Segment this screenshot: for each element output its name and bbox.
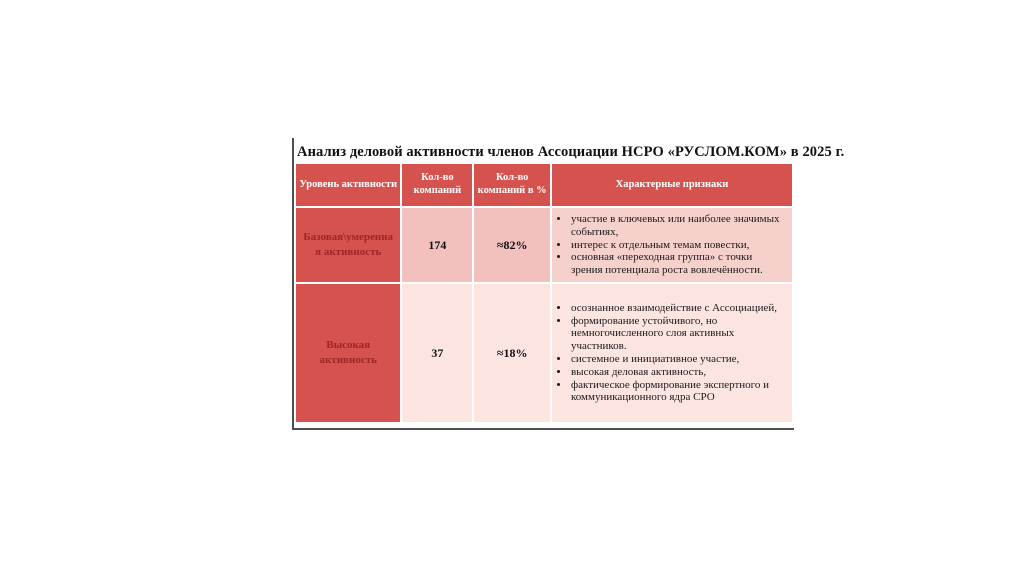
table-row: Высокая активность 37 ≈18% осознанное вз… [296, 284, 792, 422]
count-cell-basic: 174 [402, 208, 473, 282]
features-list-high: осознанное взаимодействие с Ассоциацией,… [556, 302, 786, 404]
features-cell-high: осознанное взаимодействие с Ассоциацией,… [551, 284, 792, 422]
header-cell-features: Характерные признаки [551, 164, 792, 206]
document-frame: Анализ деловой активности членов Ассоциа… [292, 138, 845, 430]
features-cell-basic: участие в ключевых или наиболее значимых… [551, 208, 792, 282]
feature-item: системное и инициативное участие, [570, 353, 786, 366]
activity-table: Уровень активности Кол-во компаний Кол-в… [294, 162, 794, 424]
header-cell-level: Уровень активности [296, 164, 401, 206]
feature-item: участие в ключевых или наиболее значимых… [570, 213, 786, 239]
level-cell-high: Высокая активность [296, 284, 401, 422]
table-row: Базовая\умеренная активность 174 ≈82% уч… [296, 208, 792, 282]
feature-item: интерес к отдельным темам повестки, [570, 239, 786, 252]
features-list-basic: участие в ключевых или наиболее значимых… [556, 213, 786, 277]
header-cell-count: Кол-во компаний [402, 164, 473, 206]
percent-cell-high: ≈18% [474, 284, 550, 422]
feature-item: фактическое формирование экспертного и к… [570, 379, 786, 405]
percent-cell-basic: ≈82% [474, 208, 550, 282]
table-header-row: Уровень активности Кол-во компаний Кол-в… [296, 164, 792, 206]
count-cell-high: 37 [402, 284, 473, 422]
feature-item: основная «переходная группа» с точки зре… [570, 251, 786, 277]
header-cell-percent: Кол-во компаний в % [474, 164, 550, 206]
feature-item: высокая деловая активность, [570, 366, 786, 379]
feature-item: формирование устойчивого, но немногочисл… [570, 315, 786, 353]
level-cell-basic: Базовая\умеренная активность [296, 208, 401, 282]
feature-item: осознанное взаимодействие с Ассоциацией, [570, 302, 786, 315]
page-title: Анализ деловой активности членов Ассоциа… [297, 144, 845, 160]
